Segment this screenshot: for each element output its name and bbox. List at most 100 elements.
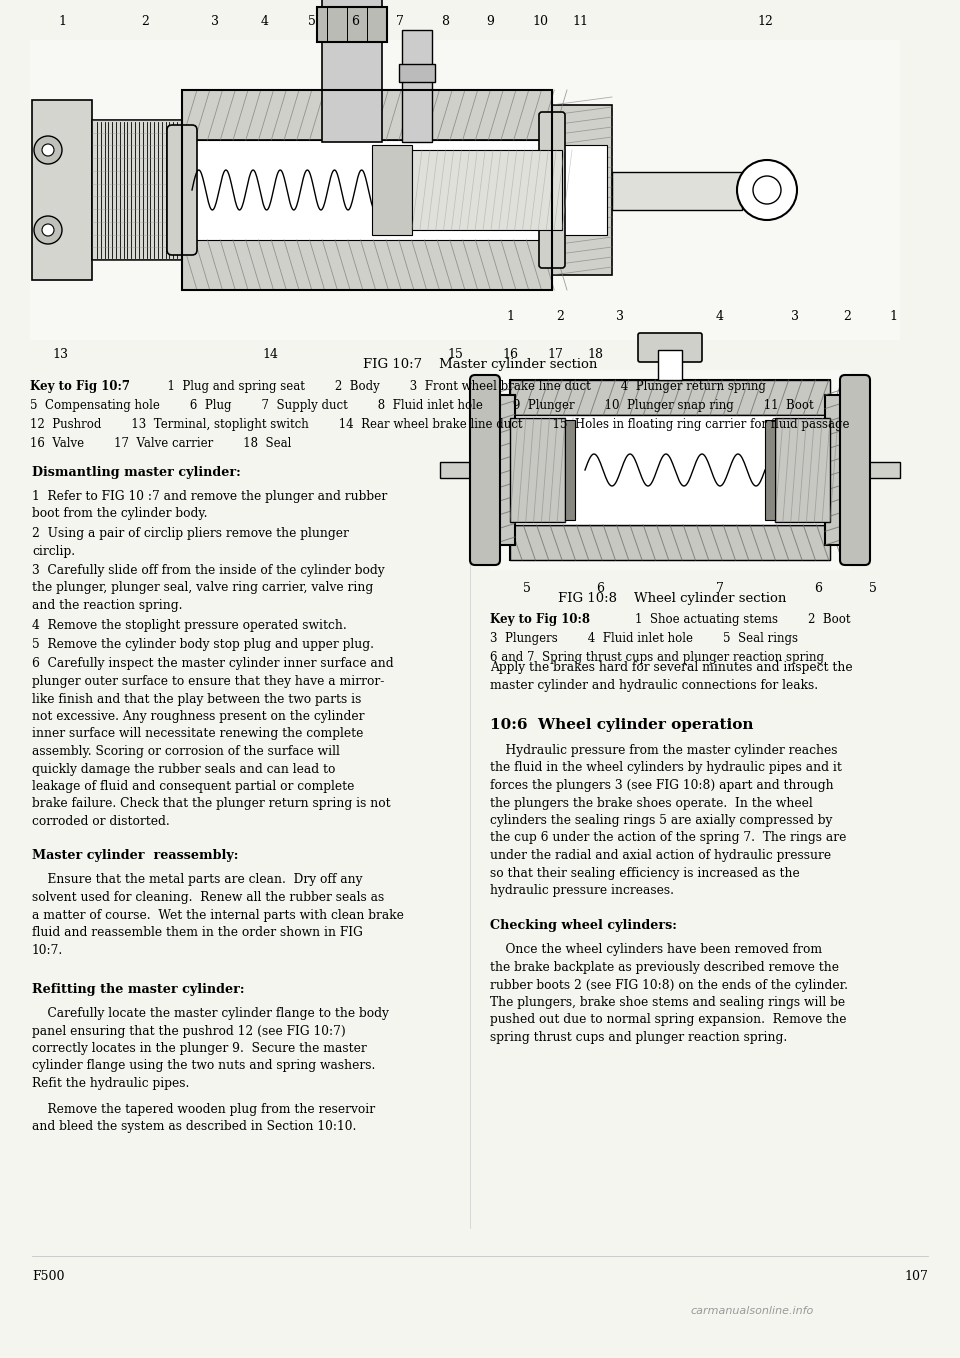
Bar	[402, 30, 432, 143]
Text: so that their sealing efficiency is increased as the: so that their sealing efficiency is incr…	[490, 866, 800, 880]
Circle shape	[34, 136, 62, 164]
Text: and the reaction spring.: and the reaction spring.	[32, 599, 182, 612]
Bar	[510, 380, 830, 559]
Circle shape	[753, 177, 781, 204]
Bar	[30, 39, 900, 340]
Text: a matter of course.  Wet the internal parts with clean brake: a matter of course. Wet the internal par…	[32, 909, 404, 922]
Text: 10: 10	[532, 15, 548, 29]
Bar	[742, 182, 772, 198]
Text: under the radial and axial action of hydraulic pressure: under the radial and axial action of hyd…	[490, 849, 831, 862]
Text: Checking wheel cylinders:: Checking wheel cylinders:	[490, 919, 677, 933]
Bar	[92, 120, 182, 259]
Text: 1  Plug and spring seat        2  Body        3  Front wheel brake line duct    : 1 Plug and spring seat 2 Body 3 Front wh…	[145, 380, 766, 392]
Text: Ensure that the metal parts are clean.  Dry off any: Ensure that the metal parts are clean. D…	[32, 873, 363, 887]
Text: 2  Using a pair of circlip pliers remove the plunger: 2 Using a pair of circlip pliers remove …	[32, 527, 348, 540]
Text: 1: 1	[58, 15, 66, 29]
Text: brake failure. Check that the plunger return spring is not: brake failure. Check that the plunger re…	[32, 797, 391, 811]
Text: Key to Fig 10:8: Key to Fig 10:8	[490, 612, 590, 626]
Text: 4  Remove the stoplight pressure operated switch.: 4 Remove the stoplight pressure operated…	[32, 618, 347, 631]
Text: the brake backplate as previously described remove the: the brake backplate as previously descri…	[490, 961, 839, 974]
Bar	[399, 64, 435, 81]
Text: assembly. Scoring or corrosion of the surface will: assembly. Scoring or corrosion of the su…	[32, 746, 340, 758]
Text: 8: 8	[441, 15, 449, 29]
Bar	[182, 90, 552, 291]
Text: pushed out due to normal spring expansion.  Remove the: pushed out due to normal spring expansio…	[490, 1013, 847, 1027]
Text: 107: 107	[904, 1270, 928, 1283]
Text: 6: 6	[351, 15, 359, 29]
Text: 9: 9	[486, 15, 494, 29]
FancyBboxPatch shape	[539, 111, 565, 268]
Text: 16  Valve        17  Valve carrier        18  Seal: 16 Valve 17 Valve carrier 18 Seal	[30, 437, 292, 449]
Text: panel ensuring that the pushrod 12 (see FIG 10:7): panel ensuring that the pushrod 12 (see …	[32, 1024, 346, 1038]
Text: 1: 1	[506, 310, 514, 323]
Text: 7: 7	[716, 583, 724, 595]
Text: cylinders the sealing rings 5 are axially compressed by: cylinders the sealing rings 5 are axiall…	[490, 813, 832, 827]
Bar	[510, 416, 830, 526]
Bar	[182, 140, 552, 240]
Bar	[825, 395, 850, 545]
Text: 13: 13	[52, 348, 68, 361]
Text: rubber boots 2 (see FIG 10:8) on the ends of the cylinder.: rubber boots 2 (see FIG 10:8) on the end…	[490, 979, 848, 991]
Bar	[510, 380, 830, 416]
Text: quickly damage the rubber seals and can lead to: quickly damage the rubber seals and can …	[32, 762, 335, 775]
Text: 3  Carefully slide off from the inside of the cylinder body: 3 Carefully slide off from the inside of…	[32, 564, 385, 577]
Text: plunger outer surface to ensure that they have a mirror-: plunger outer surface to ensure that the…	[32, 675, 384, 689]
Text: master cylinder and hydraulic connections for leaks.: master cylinder and hydraulic connection…	[490, 679, 818, 691]
Text: Hydraulic pressure from the master cylinder reaches: Hydraulic pressure from the master cylin…	[490, 744, 837, 756]
Text: 11: 11	[572, 15, 588, 29]
Bar	[765, 420, 775, 520]
Text: 3: 3	[791, 310, 799, 323]
Text: inner surface will necessitate renewing the complete: inner surface will necessitate renewing …	[32, 728, 364, 740]
Circle shape	[34, 216, 62, 244]
Text: Key to Fig 10:7: Key to Fig 10:7	[30, 380, 130, 392]
Text: Once the wheel cylinders have been removed from: Once the wheel cylinders have been remov…	[490, 944, 822, 956]
Text: FIG 10:8    Wheel cylinder section: FIG 10:8 Wheel cylinder section	[558, 592, 786, 606]
Text: 3: 3	[616, 310, 624, 323]
Bar	[322, 0, 382, 143]
Text: 14: 14	[262, 348, 278, 361]
Text: 6: 6	[596, 583, 604, 595]
Bar	[490, 395, 515, 545]
Text: Refitting the master cylinder:: Refitting the master cylinder:	[32, 983, 245, 995]
Bar	[32, 100, 92, 280]
Bar	[510, 418, 565, 521]
Text: and bleed the system as described in Section 10:10.: and bleed the system as described in Sec…	[32, 1120, 356, 1133]
Bar	[440, 462, 480, 478]
Bar	[182, 90, 552, 140]
Text: 5: 5	[869, 583, 876, 595]
Text: the plunger, plunger seal, valve ring carrier, valve ring: the plunger, plunger seal, valve ring ca…	[32, 581, 373, 595]
Bar	[182, 240, 552, 291]
Text: circlip.: circlip.	[32, 545, 75, 558]
Text: FIG 10:7    Master cylinder section: FIG 10:7 Master cylinder section	[363, 359, 597, 371]
Text: leakage of fluid and consequent partial or complete: leakage of fluid and consequent partial …	[32, 779, 354, 793]
Text: F500: F500	[32, 1270, 64, 1283]
Text: 6: 6	[814, 583, 822, 595]
Text: 1  Shoe actuating stems        2  Boot: 1 Shoe actuating stems 2 Boot	[605, 612, 851, 626]
Text: corroded or distorted.: corroded or distorted.	[32, 815, 170, 828]
FancyBboxPatch shape	[167, 125, 197, 255]
Bar	[775, 418, 830, 521]
Text: Carefully locate the master cylinder flange to the body: Carefully locate the master cylinder fla…	[32, 1008, 389, 1020]
Text: 17: 17	[547, 348, 563, 361]
Text: 6 and 7  Spring thrust cups and plunger reaction spring: 6 and 7 Spring thrust cups and plunger r…	[490, 650, 824, 664]
Text: 5  Remove the cylinder body stop plug and upper plug.: 5 Remove the cylinder body stop plug and…	[32, 638, 374, 650]
Bar	[565, 420, 575, 520]
Bar	[372, 145, 412, 235]
Text: 5  Compensating hole        6  Plug        7  Supply duct        8  Fluid inlet : 5 Compensating hole 6 Plug 7 Supply duct…	[30, 399, 814, 411]
Text: 10:7.: 10:7.	[32, 944, 63, 956]
Text: 15: 15	[447, 348, 463, 361]
Text: 2: 2	[556, 310, 564, 323]
Text: 12  Pushrod        13  Terminal, stoplight switch        14  Rear wheel brake li: 12 Pushrod 13 Terminal, stoplight switch…	[30, 418, 850, 430]
Text: 4: 4	[261, 15, 269, 29]
Text: 6  Carefully inspect the master cylinder inner surface and: 6 Carefully inspect the master cylinder …	[32, 657, 394, 671]
FancyBboxPatch shape	[840, 375, 870, 565]
Text: 2: 2	[843, 310, 851, 323]
Text: not excessive. Any roughness present on the cylinder: not excessive. Any roughness present on …	[32, 710, 365, 722]
Text: 1: 1	[889, 310, 897, 323]
Text: correctly locates in the plunger 9.  Secure the master: correctly locates in the plunger 9. Secu…	[32, 1042, 367, 1055]
Circle shape	[42, 144, 54, 156]
FancyBboxPatch shape	[470, 375, 500, 565]
Text: 2: 2	[141, 15, 149, 29]
Bar	[612, 172, 742, 210]
Text: hydraulic pressure increases.: hydraulic pressure increases.	[490, 884, 674, 898]
